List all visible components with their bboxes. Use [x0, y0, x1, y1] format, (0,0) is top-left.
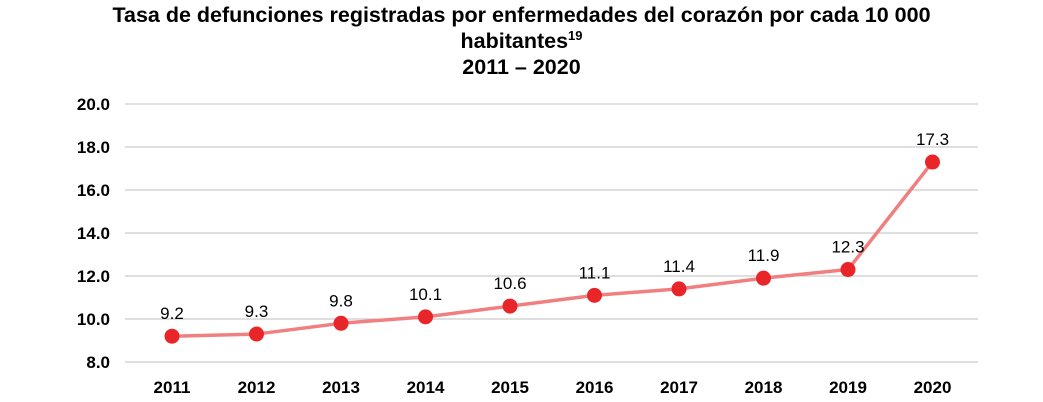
series-line	[171, 160, 934, 338]
data-point	[502, 298, 518, 314]
y-tick-label: 16.0	[77, 181, 110, 200]
data-label: 10.6	[493, 274, 526, 293]
chart-subtitle: 2011 – 2020	[462, 55, 581, 79]
data-point	[587, 287, 602, 303]
x-tick-label: 2019	[829, 378, 867, 397]
data-label: 11.9	[748, 246, 780, 265]
y-tick-label: 14.0	[77, 224, 110, 243]
data-label: 11.1	[579, 263, 611, 282]
data-point	[333, 315, 349, 331]
y-tick-label: 18.0	[77, 138, 110, 157]
data-label: 12.3	[831, 238, 864, 257]
x-tick-label: 2017	[660, 378, 698, 397]
y-tick-label: 12.0	[77, 267, 110, 286]
x-tick-label: 2020	[914, 378, 952, 397]
footnote-marker: 19	[568, 27, 583, 43]
x-tick-label: 2011	[154, 378, 191, 397]
data-label: 9.2	[160, 304, 184, 323]
x-tick-label: 2018	[745, 378, 783, 397]
data-point	[249, 326, 264, 342]
data-point	[925, 154, 940, 170]
chart-title-line-1: Tasa de defunciones registradas por enfe…	[112, 3, 931, 27]
y-tick-label: 10.0	[77, 310, 110, 329]
chart-title: Tasa de defunciones registradas por enfe…	[0, 2, 1043, 80]
data-label: 11.4	[663, 257, 695, 276]
data-point	[756, 270, 771, 286]
y-tick-label: 20.0	[77, 95, 110, 114]
data-point	[164, 328, 180, 344]
data-point	[671, 281, 687, 297]
data-label: 9.3	[245, 302, 269, 321]
chart-title-line-2: habitantes	[460, 29, 569, 53]
data-label: 10.1	[409, 285, 442, 304]
data-point	[418, 309, 433, 325]
x-tick-label: 2015	[491, 378, 529, 397]
x-tick-label: 2012	[238, 378, 276, 397]
x-tick-label: 2016	[576, 378, 614, 397]
x-tick-label: 2014	[407, 378, 445, 397]
data-label: 17.3	[916, 130, 949, 149]
data-label: 9.8	[329, 291, 353, 310]
data-point	[840, 262, 856, 278]
x-tick-label: 2013	[322, 378, 360, 397]
y-tick-label: 8.0	[86, 353, 110, 372]
